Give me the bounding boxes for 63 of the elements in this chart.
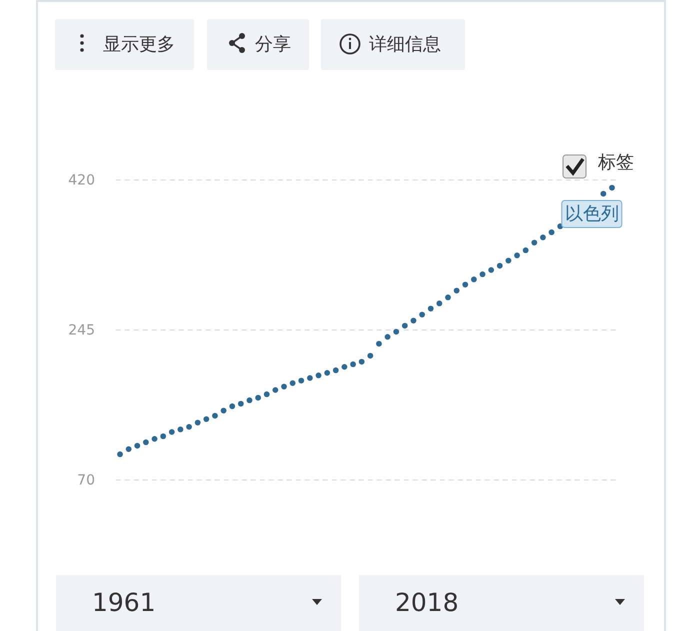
point: [143, 439, 149, 446]
point: [471, 276, 477, 282]
point: [168, 429, 175, 435]
point: [342, 364, 348, 370]
point: [186, 424, 192, 430]
point: [178, 426, 184, 432]
point: [160, 433, 166, 440]
point: [316, 372, 322, 378]
y-tick-label: 70: [77, 472, 95, 488]
button: 详细信息: [321, 19, 465, 70]
point: [522, 247, 529, 254]
point: [358, 358, 365, 365]
point: [506, 258, 512, 264]
point: [367, 352, 374, 359]
text: 标签: [597, 152, 634, 173]
point: [281, 384, 287, 390]
point: [540, 234, 546, 240]
point: [194, 420, 201, 426]
button: 显示更多: [55, 19, 194, 70]
point: [445, 294, 451, 300]
point: [126, 446, 132, 452]
point: [531, 240, 538, 246]
point: [480, 271, 486, 278]
point: [212, 412, 218, 419]
point: [410, 318, 416, 324]
point: [238, 400, 244, 407]
point: [376, 340, 382, 347]
text: 2018: [395, 588, 459, 617]
point: [419, 312, 425, 318]
point: [264, 391, 270, 398]
point: [488, 267, 494, 273]
point: [307, 375, 313, 381]
point: [496, 262, 503, 269]
point: [117, 451, 123, 458]
point: [203, 416, 210, 422]
point: [548, 229, 554, 236]
point: [428, 306, 434, 312]
point: [229, 403, 236, 410]
point: [454, 288, 460, 294]
point: [350, 361, 356, 368]
point: [134, 442, 140, 449]
point: [246, 397, 252, 404]
point: [384, 334, 390, 340]
series-label: 以色列: [564, 204, 619, 224]
point: [332, 367, 339, 374]
point: [600, 190, 606, 197]
point: [462, 282, 468, 288]
point: [436, 300, 442, 306]
point: [324, 370, 330, 376]
point: [290, 380, 296, 386]
text: 1961: [92, 588, 156, 617]
point: [220, 408, 226, 414]
button: 分享: [207, 19, 309, 70]
point: [393, 328, 400, 335]
point: [609, 184, 615, 191]
y-tick-label: 420: [68, 172, 95, 188]
point: [152, 436, 158, 442]
point: [298, 378, 304, 384]
point: [514, 252, 520, 258]
y-tick-label: 245: [68, 322, 95, 338]
point: [272, 387, 278, 393]
point: [255, 394, 261, 401]
point: [402, 322, 408, 329]
